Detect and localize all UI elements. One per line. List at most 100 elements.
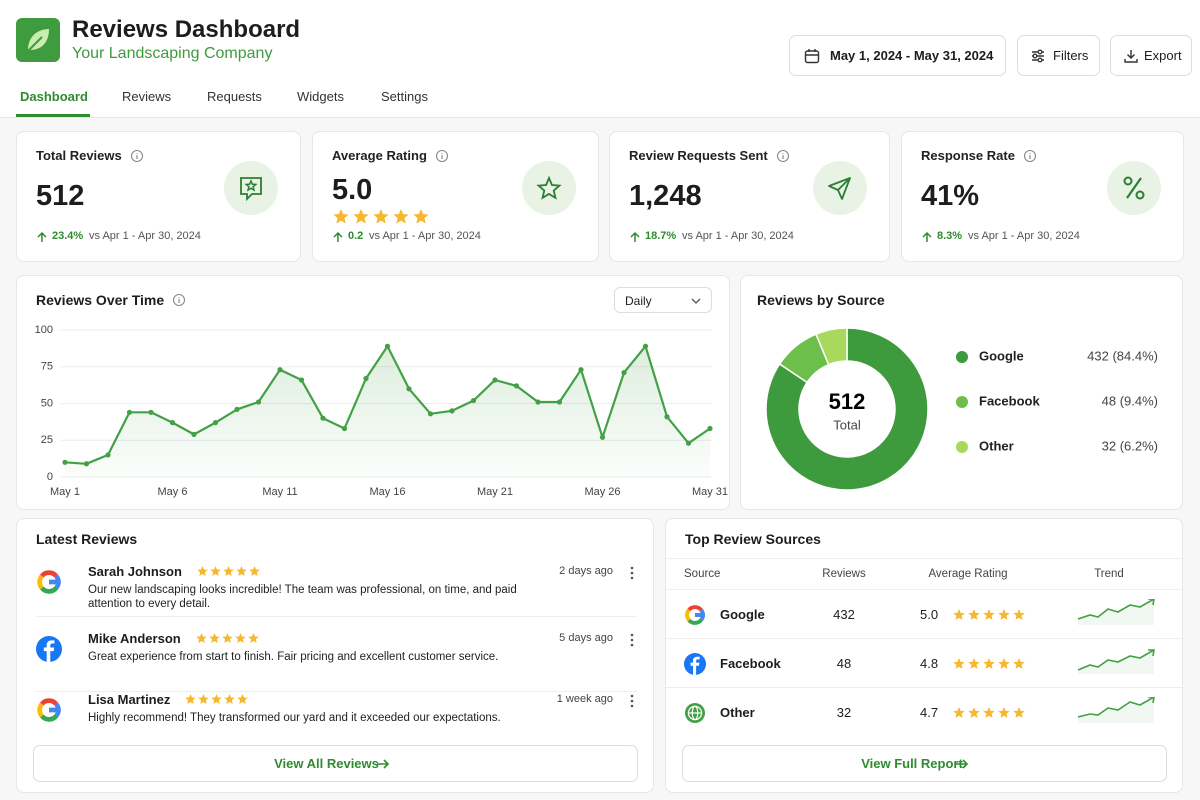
- star-rating: [953, 658, 1025, 669]
- star-rating: [953, 609, 1025, 620]
- chevron: [691, 298, 701, 304]
- source-rating: 4.7: [920, 705, 939, 720]
- trend-sparkline: [1078, 697, 1155, 723]
- trend-line: [1078, 697, 1155, 718]
- point: [298, 377, 305, 383]
- dot: [630, 638, 634, 642]
- star: [983, 609, 995, 620]
- kpi-value: 512: [36, 180, 85, 212]
- star: [968, 658, 980, 669]
- tab[interactable]: Dashboard: [20, 89, 88, 104]
- dot: [630, 566, 634, 570]
- star: [998, 658, 1010, 669]
- up-arrow: [922, 231, 932, 242]
- area: [65, 346, 710, 477]
- filters-label: Filters: [1053, 48, 1089, 63]
- star: [198, 694, 209, 704]
- globe-icon: [685, 703, 705, 723]
- star: [968, 707, 980, 718]
- legend-dot: [956, 396, 968, 408]
- view-full-report-button[interactable]: View Full Report: [682, 745, 1167, 782]
- export-icon: [1124, 50, 1138, 63]
- point: [685, 440, 692, 446]
- period-label: Daily: [625, 294, 652, 308]
- up-arrow-path: [37, 231, 47, 242]
- kpi-comparison: vs Apr 1 - Apr 30, 2024: [968, 230, 1080, 242]
- arrow: [377, 759, 390, 769]
- kpi-card: Review Requests Sent 1,248 18.7% vs Apr 1 -…: [609, 131, 890, 262]
- kpi-glyph: [1123, 176, 1133, 186]
- point: [664, 414, 670, 420]
- kpi-glyph: [828, 177, 851, 200]
- star: [983, 658, 995, 669]
- point: [513, 383, 520, 389]
- star: [1013, 609, 1025, 620]
- up-arrow-path: [922, 231, 932, 242]
- point: [384, 343, 391, 349]
- legend-value: 32 (6.2%): [1102, 438, 1158, 453]
- kpi-change: 0.2: [348, 230, 364, 242]
- donut-chart: Google 432 (84.4%) Facebook 48 (9.4%) Other 3…: [765, 327, 1158, 491]
- point: [255, 399, 262, 405]
- kpi-change: 18.7%: [645, 230, 677, 242]
- point: [492, 377, 498, 383]
- review-time: 2 days ago: [559, 565, 613, 577]
- star: [998, 609, 1010, 620]
- column-header: Reviews: [822, 568, 866, 580]
- chart-title: Reviews Over Time: [36, 292, 165, 308]
- x-tick-label: May 6: [158, 486, 188, 498]
- separator: [666, 589, 1182, 590]
- kpi-glyph: [240, 177, 262, 202]
- star-rating: [197, 566, 260, 576]
- x-tick-label: May 26: [584, 486, 620, 498]
- point: [363, 375, 369, 382]
- star: [237, 694, 248, 704]
- view-all-button[interactable]: View All Reviews: [33, 745, 638, 782]
- source-name: Facebook: [720, 656, 781, 671]
- trend-line: [1078, 649, 1155, 671]
- star-rating: [333, 209, 429, 224]
- dot: [630, 699, 634, 703]
- filters-button[interactable]: Filters: [1017, 35, 1100, 76]
- info-icon: [130, 149, 144, 163]
- export-button[interactable]: Export: [1110, 35, 1192, 76]
- reviewer-name: Lisa Martinez: [88, 692, 171, 707]
- arrow-icon: [956, 759, 969, 769]
- review-text: Highly recommend! They transformed our y…: [88, 712, 501, 724]
- tab[interactable]: Settings: [381, 89, 428, 104]
- period-dropdown[interactable]: Daily: [614, 287, 712, 313]
- point: [126, 409, 133, 415]
- facebook-icon: [36, 636, 62, 662]
- facebook-icon: [684, 653, 706, 675]
- separator: [666, 687, 1182, 688]
- google-arc: [37, 574, 44, 590]
- google-arc: [687, 618, 704, 625]
- separator: [36, 691, 637, 692]
- more-menu: [630, 566, 634, 580]
- tab[interactable]: Reviews: [122, 89, 172, 104]
- google-arc: [40, 713, 59, 722]
- trend-sparkline: [1078, 599, 1155, 625]
- card-title: Latest Reviews: [36, 531, 138, 547]
- kpi-card: Total Reviews 512 23.4% vs Apr 1 - Apr 30, …: [16, 131, 301, 262]
- tab[interactable]: Requests: [207, 89, 262, 104]
- point: [427, 411, 434, 417]
- date-range-button[interactable]: May 1, 2024 - May 31, 2024: [789, 35, 1006, 76]
- separator: [666, 558, 1182, 559]
- legend-dot: [956, 351, 968, 363]
- point: [578, 367, 584, 373]
- google-bar: [49, 707, 61, 713]
- info-ring: [435, 149, 449, 163]
- arrow: [956, 759, 969, 769]
- star: [211, 694, 222, 704]
- point: [642, 343, 649, 349]
- kpi-icon-bg: [522, 161, 576, 215]
- star-rating: [953, 707, 1025, 718]
- dot: [630, 694, 634, 698]
- up-arrow-path: [630, 231, 640, 242]
- tab[interactable]: Widgets: [297, 89, 344, 104]
- reviewer-name: Mike Anderson: [88, 631, 181, 646]
- fb-f: [43, 640, 55, 662]
- point: [105, 452, 111, 458]
- google-arc: [40, 570, 58, 578]
